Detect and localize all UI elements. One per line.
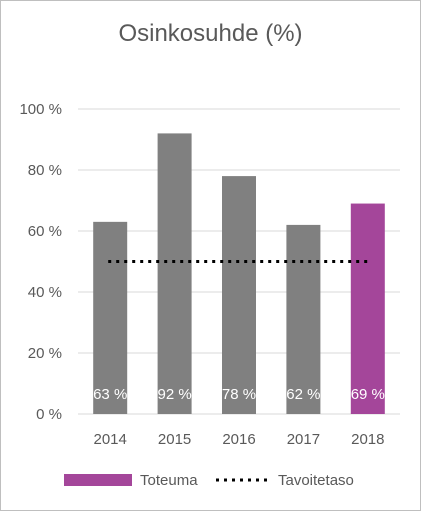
x-tick-label: 2018 xyxy=(351,431,384,448)
legend-label-tavoitetaso: Tavoitetaso xyxy=(278,472,354,489)
data-label: 69 % xyxy=(351,386,385,403)
data-label: 62 % xyxy=(286,386,320,403)
y-tick-labels: 0 % 20 % 40 % 60 % 80 % 100 % xyxy=(19,101,62,423)
x-tick-label: 2017 xyxy=(287,431,320,448)
bar-2015 xyxy=(157,133,192,414)
data-label: 92 % xyxy=(157,386,191,403)
legend-swatch-toteuma xyxy=(64,474,132,486)
bar-2017 xyxy=(286,224,321,414)
data-label: 78 % xyxy=(222,386,256,403)
chart-title: Osinkosuhde (%) xyxy=(118,20,303,47)
x-tick-label: 2016 xyxy=(222,431,255,448)
y-tick-label: 80 % xyxy=(28,162,62,179)
data-label: 63 % xyxy=(93,386,127,403)
y-tick-label: 40 % xyxy=(28,284,62,301)
bar-2014 xyxy=(93,221,128,414)
legend-label-toteuma: Toteuma xyxy=(140,472,198,489)
x-tick-labels: 2014 2015 2016 2017 2018 xyxy=(94,431,385,448)
bar-2016 xyxy=(222,176,256,414)
legend: Toteuma Tavoitetaso xyxy=(64,472,354,489)
y-tick-label: 60 % xyxy=(28,223,62,240)
bars xyxy=(93,133,385,414)
bar-2018 xyxy=(350,203,385,414)
x-tick-label: 2014 xyxy=(94,431,127,448)
y-tick-label: 0 % xyxy=(36,406,62,423)
data-labels: 63 % 92 % 78 % 62 % 69 % xyxy=(93,386,385,403)
y-tick-label: 20 % xyxy=(28,345,62,362)
x-tick-label: 2015 xyxy=(158,431,191,448)
y-tick-label: 100 % xyxy=(19,101,62,118)
